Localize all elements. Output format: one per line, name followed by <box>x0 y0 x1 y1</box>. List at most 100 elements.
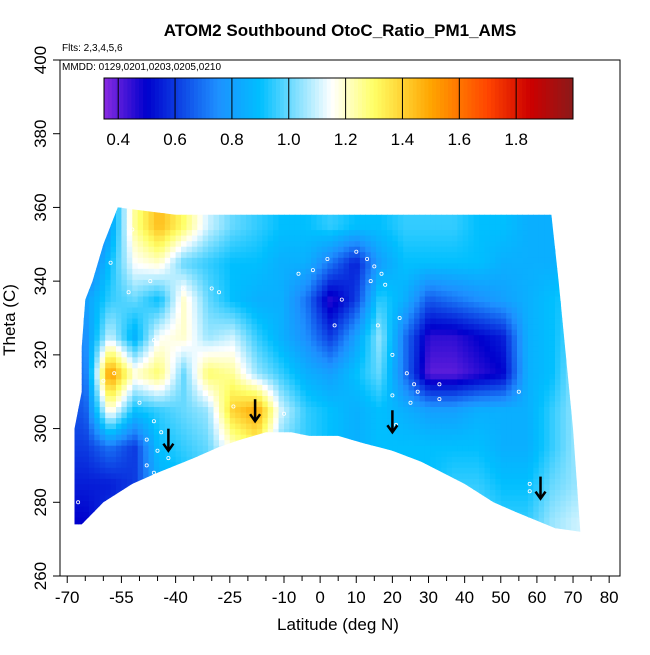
heatmap-cell <box>343 284 350 291</box>
heatmap-cell <box>278 517 285 524</box>
heatmap-cell <box>143 412 150 419</box>
heatmap-cell <box>83 389 90 396</box>
heatmap-cell <box>462 450 469 457</box>
heatmap-cell <box>349 445 355 452</box>
heatmap-cell <box>289 378 296 385</box>
heatmap-cell <box>305 224 312 231</box>
heatmap-cell <box>78 400 85 407</box>
heatmap-cell <box>175 273 182 280</box>
heatmap-cell <box>148 373 155 380</box>
heatmap-cell <box>343 428 350 435</box>
heatmap-cell <box>311 511 318 518</box>
heatmap-cell <box>219 301 225 308</box>
heatmap-cell <box>192 534 198 540</box>
heatmap-cell <box>229 268 236 275</box>
heatmap-cell <box>359 450 366 457</box>
heatmap-cell <box>343 467 350 474</box>
heatmap-cell <box>332 213 339 220</box>
heatmap-cell <box>381 500 388 507</box>
heatmap-cell <box>208 483 215 490</box>
heatmap-cell <box>110 213 117 220</box>
heatmap-cell <box>435 306 442 313</box>
heatmap-cell <box>273 351 280 358</box>
heatmap-cell <box>424 511 431 518</box>
heatmap-cell <box>321 229 328 236</box>
heatmap-cell <box>424 207 431 208</box>
heatmap-cell <box>365 229 372 236</box>
heatmap-cell <box>116 472 122 479</box>
heatmap-cell <box>397 434 404 441</box>
heatmap-cell <box>78 456 85 463</box>
heatmap-cell <box>235 329 242 336</box>
heatmap-cell <box>441 329 448 336</box>
heatmap-cell <box>224 196 230 202</box>
heatmap-cell <box>105 306 112 313</box>
heatmap-cell <box>99 472 106 479</box>
heatmap-cell <box>181 506 187 513</box>
heatmap-cell <box>321 284 328 291</box>
heatmap-cell <box>354 400 361 407</box>
heatmap-cell <box>208 400 215 407</box>
heatmap-cell <box>435 213 442 220</box>
heatmap-cell <box>94 207 101 214</box>
heatmap-cell <box>99 434 106 441</box>
heatmap-cell <box>153 500 160 507</box>
heatmap-cell <box>452 318 458 325</box>
heatmap-cell <box>273 329 280 336</box>
heatmap-cell <box>435 367 442 374</box>
heatmap-cell <box>175 467 182 474</box>
heatmap-cell <box>170 500 177 507</box>
heatmap-cell <box>305 500 312 507</box>
heatmap-cell <box>159 406 166 413</box>
heatmap-cell <box>88 246 95 253</box>
heatmap-cell <box>300 534 306 540</box>
heatmap-cell <box>273 494 280 501</box>
heatmap-cell <box>424 483 431 490</box>
heatmap-cell <box>338 284 345 291</box>
heatmap-cell <box>305 428 312 435</box>
heatmap-cell <box>305 406 312 413</box>
heatmap-cell <box>284 456 290 463</box>
heatmap-cell <box>317 196 323 202</box>
heatmap-cell <box>435 506 442 513</box>
heatmap-cell <box>94 450 101 457</box>
heatmap-cell <box>457 207 464 208</box>
heatmap-cell <box>153 356 160 363</box>
heatmap-cell <box>294 528 301 532</box>
heatmap-cell <box>74 445 79 452</box>
heatmap-cell <box>408 445 415 452</box>
heatmap-cell <box>74 273 79 280</box>
heatmap-cell <box>148 340 155 347</box>
heatmap-cell <box>116 235 122 242</box>
heatmap-cell <box>473 323 480 330</box>
heatmap-cell <box>126 517 133 524</box>
heatmap-cell <box>94 268 101 275</box>
heatmap-cell <box>251 384 258 391</box>
heatmap-cell <box>370 384 377 391</box>
heatmap-cell <box>240 412 247 419</box>
heatmap-cell <box>153 284 160 291</box>
heatmap-cell <box>148 395 155 402</box>
heatmap-cell <box>224 301 231 308</box>
heatmap-cell <box>88 500 95 507</box>
heatmap-cell <box>414 351 421 358</box>
heatmap-field <box>74 196 581 540</box>
heatmap-cell <box>88 224 95 231</box>
heatmap-cell <box>349 456 355 463</box>
heatmap-cell <box>424 268 431 275</box>
heatmap-cell <box>186 295 193 302</box>
heatmap-cell <box>300 522 307 529</box>
heatmap-cell <box>88 362 95 369</box>
heatmap-cell <box>105 312 112 319</box>
heatmap-cell <box>441 345 448 352</box>
heatmap-cell <box>197 213 204 220</box>
heatmap-cell <box>110 290 117 297</box>
heatmap-cell <box>83 318 90 325</box>
heatmap-cell <box>403 284 410 291</box>
heatmap-cell <box>316 373 323 380</box>
heatmap-cell <box>370 229 377 236</box>
heatmap-cell <box>354 301 361 308</box>
heatmap-cell <box>175 439 182 446</box>
heatmap-cell <box>121 301 128 308</box>
heatmap-cell <box>295 534 301 540</box>
